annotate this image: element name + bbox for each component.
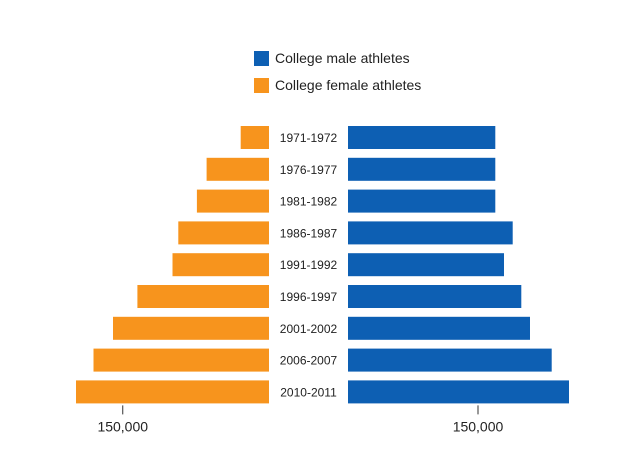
bar-female-2001-2002 — [113, 316, 269, 340]
category-label-2010-2011: 2010-2011 — [280, 385, 337, 399]
bar-female-1996-1997 — [137, 285, 269, 308]
bar-male-2010-2011 — [348, 380, 569, 404]
category-label-1976-1977: 1976-1977 — [280, 163, 338, 177]
bar-female-1991-1992 — [172, 253, 269, 277]
legend-item-female: College female athletes — [254, 77, 421, 93]
bar-male-2006-2007 — [348, 348, 552, 372]
category-label-1991-1992: 1991-1992 — [280, 258, 338, 272]
bar-female-1971-1972 — [240, 126, 269, 149]
bar-male-1991-1992 — [348, 253, 504, 277]
category-label-1971-1972: 1971-1972 — [280, 131, 338, 145]
bar-male-1976-1977 — [348, 157, 496, 181]
category-label-1981-1982: 1981-1982 — [280, 195, 338, 209]
legend-swatch-female — [254, 77, 269, 93]
legend-label-female: College female athletes — [275, 77, 422, 93]
legend-label-male: College male athletes — [275, 50, 410, 66]
bar-female-1976-1977 — [206, 157, 269, 181]
bar-male-2001-2002 — [348, 316, 530, 340]
bar-female-1981-1982 — [196, 189, 269, 213]
bar-male-1971-1972 — [348, 126, 496, 149]
legend-item-male: College male athletes — [254, 50, 410, 66]
category-label-2001-2002: 2001-2002 — [280, 322, 338, 336]
bar-female-2010-2011 — [76, 380, 269, 404]
category-label-2006-2007: 2006-2007 — [280, 354, 338, 368]
category-label-1986-1987: 1986-1987 — [280, 226, 338, 240]
category-label-1996-1997: 1996-1997 — [280, 290, 338, 304]
bar-female-2006-2007 — [93, 348, 269, 372]
bar-female-1986-1987 — [178, 221, 269, 245]
legend-swatch-male — [254, 50, 269, 66]
bar-male-1986-1987 — [348, 221, 513, 245]
bar-male-1981-1982 — [348, 189, 496, 213]
tick-label-right: 150,000 — [453, 418, 504, 434]
tick-label-left: 150,000 — [97, 418, 148, 434]
bar-male-1996-1997 — [348, 285, 522, 308]
